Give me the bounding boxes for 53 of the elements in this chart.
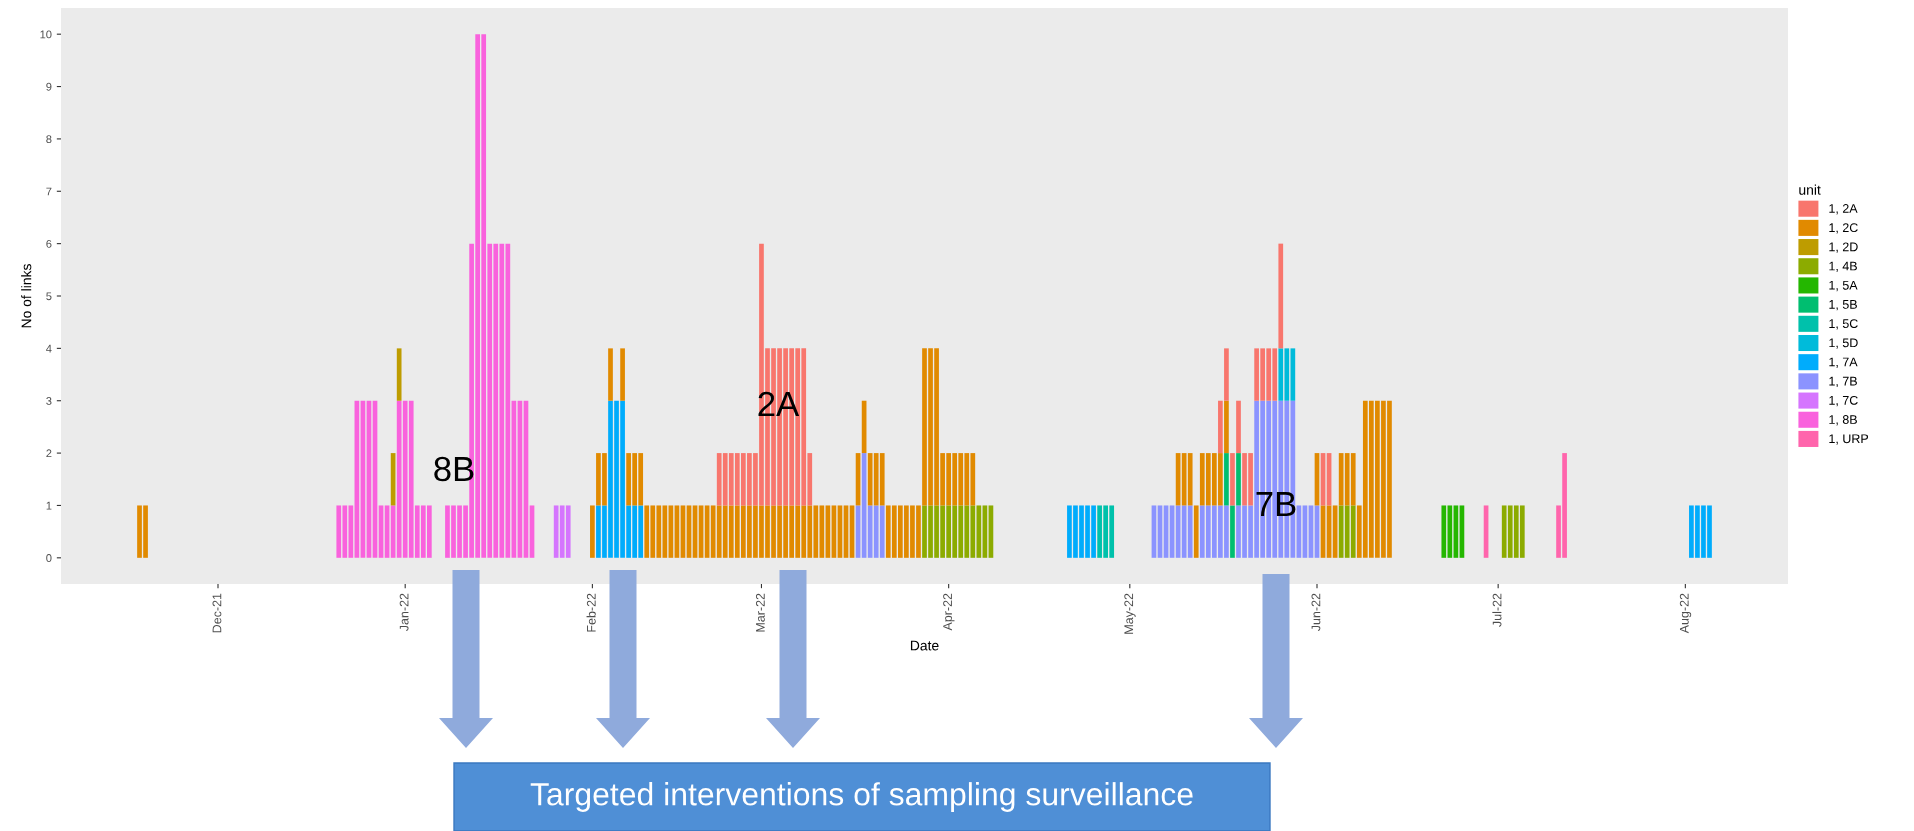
legend-label: 1, 2D [1829, 242, 1858, 253]
annotation: 2A [758, 391, 800, 416]
legend-label: 1, 8B [1829, 415, 1857, 426]
x-axis-title: Date [910, 640, 939, 651]
y-tick-label: 6 [46, 239, 52, 248]
bar [396, 348, 402, 401]
legend-title: unit [1799, 184, 1821, 195]
bar [1224, 453, 1229, 506]
bar [1236, 400, 1241, 454]
bar [1193, 505, 1199, 558]
y-tick-label: 5 [46, 292, 52, 301]
legend-label: 1, 5C [1829, 319, 1858, 330]
legend-label: 1, 7A [1829, 357, 1858, 368]
legend-label: 1, 4B [1829, 261, 1857, 272]
x-tick-label: Dec-21 [212, 593, 222, 633]
legend-label: 1, URP [1829, 434, 1869, 445]
x-tick-label: Jul-22 [1492, 593, 1502, 627]
y-tick-label: 10 [40, 30, 52, 39]
bar [1224, 400, 1229, 454]
y-tick-label: 8 [46, 135, 52, 144]
bar [1218, 400, 1223, 454]
bar [1278, 243, 1284, 349]
x-tick-label: May-22 [1124, 593, 1136, 634]
bar [1230, 453, 1235, 506]
x-tick-label: Apr-22 [943, 593, 955, 631]
annotation: 7B [1256, 492, 1296, 516]
y-axis-title: No of links [21, 264, 32, 328]
x-tick-label: Jan-22 [399, 593, 409, 632]
y-tick-label: 2 [46, 449, 52, 458]
legend-label: 1, 2A [1829, 204, 1858, 215]
x-tick-label: Aug-22 [1679, 593, 1692, 634]
bar [1230, 505, 1235, 558]
legend-label: 1, 5D [1829, 338, 1858, 349]
bar [620, 348, 625, 401]
legend-label: 1, 2C [1829, 223, 1858, 234]
legend-label: 1, 7C [1829, 395, 1858, 407]
bar [608, 348, 613, 401]
y-tick-label: 3 [46, 396, 52, 405]
y-tick-label: 9 [46, 82, 52, 91]
x-tick-label: Mar-22 [755, 593, 765, 632]
text: Targeted interventions of sampling surveillance [530, 782, 1193, 812]
x-tick-label: Feb-22 [586, 593, 596, 632]
y-tick-label: 7 [46, 187, 52, 196]
bar [590, 505, 595, 558]
bar [1224, 348, 1229, 401]
legend-label: 1, 7B [1829, 376, 1857, 388]
y-tick-label: 1 [46, 501, 52, 510]
x-tick-label: Jun-22 [1311, 593, 1321, 632]
legend-label: 1, 5B [1829, 300, 1857, 311]
y-tick-label: 4 [46, 344, 52, 353]
y-tick-label: 0 [46, 554, 52, 562]
bar [1236, 453, 1241, 506]
legend-label: 1, 5A [1829, 280, 1858, 292]
